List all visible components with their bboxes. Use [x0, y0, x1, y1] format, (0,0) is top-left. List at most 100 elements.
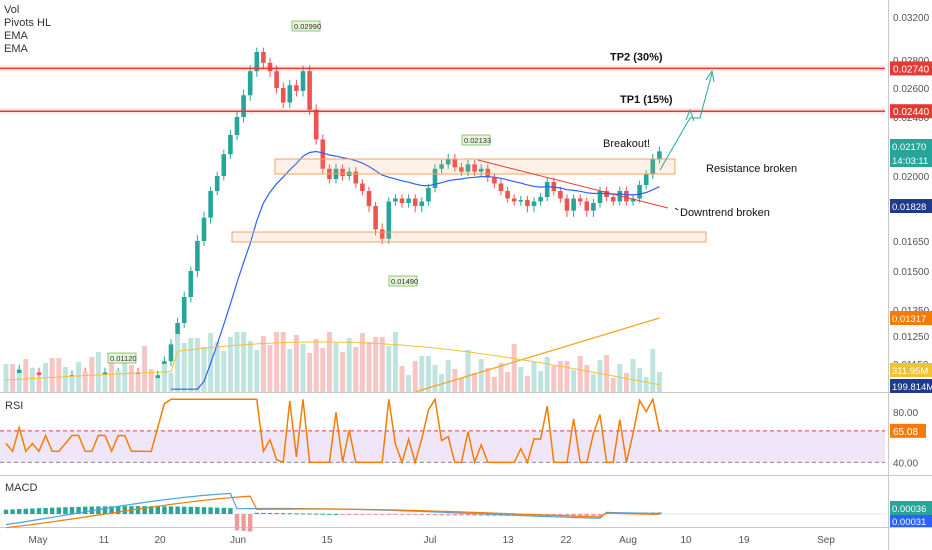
macd-histogram-bar — [30, 508, 35, 514]
volume-bar — [287, 349, 293, 392]
x-tick-label: 11 — [99, 535, 110, 546]
candle — [135, 372, 141, 376]
ema-slow-price-tag-label: 0.01317 — [892, 314, 926, 325]
y-tick-label: 0.02600 — [893, 84, 930, 95]
candle — [459, 167, 464, 172]
volume-bar — [650, 349, 656, 392]
macd-histogram-bar — [17, 509, 22, 514]
candle — [472, 164, 477, 172]
macd-histogram-bar — [406, 514, 411, 515]
candle — [610, 197, 616, 202]
macd-histogram-bar — [248, 514, 253, 532]
countdown-tag-label: 14:03:11 — [892, 156, 928, 167]
volume-bar — [656, 372, 662, 392]
macd-histogram-bar — [102, 506, 108, 514]
macd-histogram-bar — [69, 507, 75, 514]
volume-bar — [379, 337, 385, 392]
macd-histogram-bar — [426, 514, 431, 516]
volume-bar — [571, 370, 577, 392]
candle — [234, 117, 240, 135]
x-tick-label: Jul — [424, 535, 437, 546]
macd-histogram-bar — [571, 514, 576, 516]
volume-bar — [16, 373, 22, 392]
macd-histogram-bar — [564, 514, 570, 516]
candle — [393, 198, 398, 202]
pivot-label: 0.02990 — [294, 22, 321, 31]
candle — [247, 71, 253, 96]
volume-bar — [128, 365, 134, 392]
candle — [544, 182, 550, 197]
volume-bar — [188, 338, 194, 392]
macd-histogram-bar — [241, 514, 246, 531]
volume-bar — [584, 365, 590, 392]
macd-histogram-bar — [267, 512, 273, 514]
macd-histogram-bar — [485, 514, 490, 516]
indicator-label-vol[interactable]: Vol — [4, 4, 20, 16]
ema-slow-price-tag — [890, 311, 932, 325]
candle — [518, 200, 524, 202]
candle — [465, 164, 471, 172]
volume-bar — [234, 332, 240, 392]
indicator-label-pivots[interactable]: Pivots HL — [4, 17, 52, 29]
macd-histogram-bar — [386, 514, 391, 515]
volume-bar — [340, 352, 346, 392]
volume-bar — [399, 366, 405, 392]
volume-bar — [538, 371, 544, 392]
volume-bar — [346, 338, 352, 392]
volume-bar — [597, 360, 603, 392]
candle — [261, 52, 266, 63]
arrow-head-icon — [705, 69, 715, 83]
macd-histogram-bar — [591, 514, 596, 516]
macd-histogram-bar — [327, 513, 332, 515]
y-tick-label: 0.01250 — [893, 332, 930, 343]
annotation-resistance: Resistance broken — [706, 163, 797, 175]
volume-bar — [326, 332, 332, 392]
macd-histogram-bar — [340, 514, 345, 515]
macd-histogram-bar — [208, 507, 213, 514]
rsi-band — [0, 430, 885, 463]
candle — [168, 344, 174, 362]
volume-bar — [524, 376, 530, 392]
macd-histogram-bar — [228, 508, 233, 514]
indicator-label-ema-1[interactable]: EMA — [4, 30, 28, 42]
candle — [439, 164, 444, 169]
volume-bar — [465, 350, 471, 392]
candle — [294, 85, 299, 91]
macd-histogram-bar — [135, 506, 141, 514]
macd-histogram-bar — [10, 509, 15, 514]
annotation-pointer — [674, 207, 679, 211]
indicator-label-ema-2[interactable]: EMA — [4, 43, 28, 55]
macd-histogram-bar — [353, 514, 358, 515]
last-price-tag-label: 0.02170 — [892, 142, 926, 153]
ema-slow-line — [415, 317, 660, 393]
candle — [208, 191, 213, 218]
volume-bar — [221, 351, 227, 392]
candle — [564, 198, 570, 211]
candle — [214, 176, 220, 191]
macd-histogram-bar — [195, 506, 200, 514]
macd-histogram-bar — [393, 514, 398, 515]
volume-bar — [551, 366, 557, 392]
candle — [254, 52, 260, 72]
price-tag — [890, 104, 932, 119]
tp-level-zone — [0, 108, 885, 115]
macd-histogram-bar — [597, 514, 603, 516]
candle — [591, 203, 596, 211]
volume-bar — [617, 364, 623, 392]
macd-histogram-bar — [307, 513, 312, 515]
countdown-tag — [890, 153, 932, 167]
macd-histogram-bar — [23, 508, 28, 514]
volume-bar — [142, 346, 148, 392]
ema-price-tag — [890, 199, 932, 213]
pivot-label: 0.01490 — [391, 277, 418, 286]
volume-bar — [102, 375, 108, 392]
volume-bar — [333, 343, 339, 392]
candle — [558, 191, 563, 199]
macd-histogram-bar — [96, 506, 101, 514]
volume-bar — [175, 334, 181, 392]
candle — [195, 241, 200, 271]
macd-histogram-bar — [439, 514, 444, 516]
macd-histogram-bar — [333, 513, 339, 515]
macd-signal-line — [5, 495, 660, 529]
